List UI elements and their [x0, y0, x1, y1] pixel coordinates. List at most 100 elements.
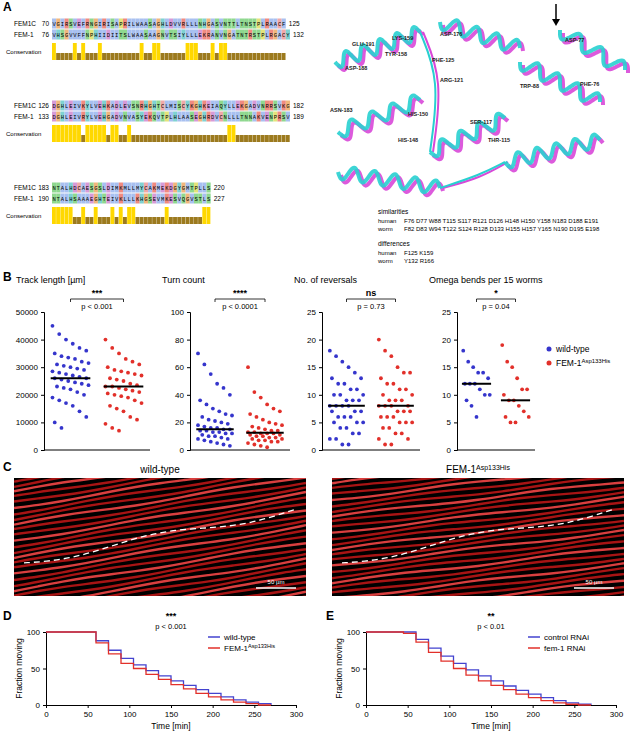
- point: [381, 426, 385, 430]
- residue-cell: [219, 19, 223, 29]
- conservation-bar: [56, 125, 60, 142]
- residue: F: [82, 21, 85, 28]
- point: [246, 441, 250, 445]
- conservation-bar: [102, 53, 106, 60]
- residue-cell: [181, 194, 185, 204]
- residue: L: [132, 196, 135, 203]
- scale-bar: [574, 587, 614, 589]
- residue-cell: [277, 112, 281, 122]
- point: [377, 437, 381, 441]
- residue: N: [52, 185, 55, 192]
- text-part: FEM-1: [556, 358, 582, 368]
- residue-cell: [156, 30, 160, 40]
- conservation-bar: [173, 217, 177, 224]
- residue: G: [148, 103, 151, 110]
- residue-cell: [169, 183, 173, 193]
- residue-cell: [85, 194, 89, 204]
- residue: I: [211, 103, 214, 110]
- point: [406, 437, 410, 441]
- point: [340, 443, 344, 447]
- residue: S: [207, 185, 211, 192]
- residue-cell: [177, 101, 181, 111]
- conservation-bar: [198, 217, 202, 224]
- point: [502, 393, 506, 397]
- residue: H: [61, 103, 64, 110]
- residue-cell: [110, 183, 114, 193]
- residue-cell: [90, 19, 94, 29]
- residue: G: [144, 196, 147, 203]
- tick-label: 50: [351, 665, 360, 674]
- tick-mark: [574, 705, 575, 708]
- residue-cell: [236, 112, 240, 122]
- plot-area: [46, 632, 271, 705]
- residue-cell: [165, 30, 169, 40]
- residue-cell: [69, 112, 73, 122]
- residue-cell: [211, 19, 215, 29]
- tick-mark: [319, 422, 322, 423]
- conservation-bar: [198, 53, 202, 60]
- residue: L: [165, 21, 168, 28]
- image-label: wild-type: [139, 464, 180, 475]
- tick: 0: [312, 446, 322, 455]
- residue-cell: [156, 183, 160, 193]
- p-value: p < 0.0001: [222, 302, 258, 311]
- residue-number: 76: [42, 31, 50, 38]
- median-line: [462, 383, 491, 385]
- residue-cell: [206, 194, 210, 204]
- point: [60, 354, 64, 358]
- residue-cell: [81, 112, 85, 122]
- muscle-fiber: [14, 576, 306, 596]
- conservation-bar: [165, 207, 169, 224]
- conservation-bar: [81, 207, 85, 224]
- residue: L: [194, 32, 197, 39]
- residue-cell: [194, 19, 198, 29]
- axis-line: [367, 706, 617, 709]
- conservation-bar: [69, 125, 73, 142]
- tick: 150: [165, 705, 179, 719]
- conservation-bar: [65, 53, 69, 60]
- superscript: Asp133His: [582, 358, 611, 364]
- residue: L: [90, 103, 93, 110]
- tick-label: 250: [568, 710, 582, 719]
- micrograph: FEM-1Asp133His50 µm: [332, 431, 624, 638]
- point: [509, 421, 513, 425]
- residue-cell: [81, 30, 85, 40]
- residue-cell: [77, 30, 81, 40]
- residue-cell: [98, 19, 102, 29]
- point: [394, 398, 398, 402]
- tick-label: 300: [290, 710, 304, 719]
- residue: M: [157, 185, 160, 192]
- ribbon: [338, 168, 440, 192]
- conservation-bar: [144, 53, 148, 60]
- point: [263, 427, 267, 431]
- residue-cell: [90, 30, 94, 40]
- point: [62, 386, 66, 390]
- conservation-bar: [194, 217, 198, 224]
- residue-label: ARG-121: [440, 77, 463, 83]
- residue: M: [115, 185, 118, 192]
- conservation-bar: [77, 125, 81, 142]
- point: [481, 371, 485, 375]
- conservation-bar: [123, 53, 127, 60]
- residue-cell: [232, 19, 236, 29]
- point: [78, 409, 82, 413]
- point: [389, 354, 393, 358]
- point: [71, 342, 75, 346]
- conservation-bar: [106, 53, 110, 60]
- residue-number: 227: [214, 195, 225, 202]
- legend-label: fem-1 RNAi: [544, 644, 586, 653]
- residue: H: [161, 21, 164, 28]
- point: [361, 421, 365, 425]
- residue-cell: [85, 183, 89, 193]
- residue-cell: [227, 19, 231, 29]
- residue: L: [128, 185, 131, 192]
- tick: 10: [307, 391, 322, 400]
- point: [377, 338, 381, 342]
- residue: L: [132, 21, 135, 28]
- point: [345, 426, 349, 430]
- conservation-bar: [169, 217, 173, 224]
- residue-cell: [106, 194, 110, 204]
- point: [396, 365, 400, 369]
- residue: M: [136, 185, 139, 192]
- residue-cell: [148, 112, 152, 122]
